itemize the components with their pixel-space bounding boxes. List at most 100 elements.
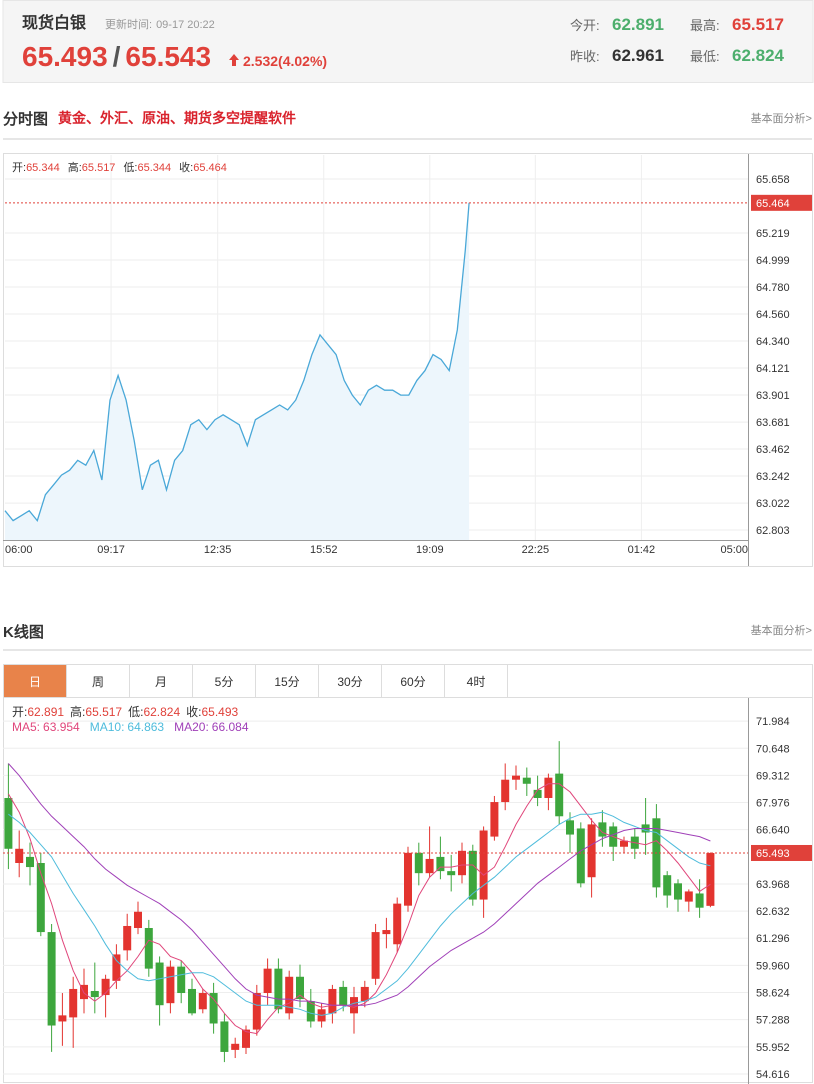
stat-value: 62.891 <box>612 15 664 34</box>
y-tick-label: 58.624 <box>756 988 790 1000</box>
price-area <box>5 202 470 541</box>
x-tick-label: 15:52 <box>310 544 338 556</box>
tab-label[interactable]: 5分 <box>215 675 234 689</box>
analysis-link[interactable]: 基本面分析> <box>751 111 812 125</box>
ohlc-value: 65.517 <box>85 705 122 719</box>
stat-value: 65.344 <box>26 162 60 174</box>
header-title: 现货白银 <box>22 13 87 32</box>
last-price-box <box>751 844 812 861</box>
candle-body <box>414 852 423 874</box>
candle-body <box>576 828 585 884</box>
tab[interactable] <box>3 664 67 698</box>
section-title: 分时图 <box>3 111 48 128</box>
stat-label: 高: <box>68 160 82 174</box>
y-tick-label: 62.803 <box>756 525 790 537</box>
candle-body <box>706 852 715 906</box>
candle-body <box>468 850 477 900</box>
candle-body <box>123 925 132 951</box>
y-tick-label: 65.658 <box>756 174 790 186</box>
tab-label[interactable]: 15分 <box>274 675 299 689</box>
ohlc-info: 开:62.891 高:65.517 低:62.824 收:65.493 <box>12 704 239 719</box>
legend-name: MA20: <box>174 720 209 734</box>
legend-value: 66.084 <box>212 720 249 734</box>
stat-label: 今开: <box>570 18 600 33</box>
analysis-link[interactable]: 基本面分析> <box>751 623 812 637</box>
y-tick-label: 63.681 <box>756 417 790 429</box>
candle-body <box>69 988 78 1018</box>
y-tick-label: 63.901 <box>756 390 790 402</box>
candle-body <box>134 911 142 929</box>
stat-value: 65.517 <box>732 15 784 34</box>
ohlc-label: 收: <box>186 705 201 719</box>
y-tick-label: 63.242 <box>756 471 790 483</box>
price-line: 65.493/65.543 <box>22 41 211 72</box>
y-tick-label: 71.984 <box>756 716 790 728</box>
stat-value: 65.344 <box>138 162 172 174</box>
candle-body <box>209 993 218 1024</box>
y-tick-label: 64.121 <box>756 363 790 375</box>
candle-body <box>479 830 488 900</box>
candle-body <box>695 893 704 908</box>
candle-body <box>684 891 693 902</box>
update-info: 更新时间: 09-17 20:22 <box>105 17 215 31</box>
tab-label[interactable]: 30分 <box>337 675 362 689</box>
candle-body <box>598 822 607 837</box>
update-label: 更新时间: <box>105 17 152 31</box>
last-price-box <box>751 194 812 211</box>
section-title: K线图 <box>3 623 44 641</box>
stat-label: 最高: <box>690 18 720 33</box>
candle-body <box>112 954 121 981</box>
candle-body <box>155 962 164 1006</box>
candle-body <box>177 966 186 994</box>
candle-body <box>15 848 24 864</box>
stat-value: 62.824 <box>732 46 785 65</box>
candle-body <box>663 875 672 896</box>
x-tick-label: 19:09 <box>416 544 444 556</box>
y-tick-label: 67.976 <box>756 798 790 810</box>
tab-label[interactable]: 60分 <box>400 675 425 689</box>
tab-label[interactable]: 月 <box>155 675 167 689</box>
tab[interactable] <box>381 664 445 698</box>
candle-body <box>544 777 553 798</box>
ohlc-label: 开: <box>12 705 27 719</box>
y-tick-label: 70.648 <box>756 743 790 755</box>
candle-body <box>252 993 261 1030</box>
up-arrow <box>229 54 239 66</box>
tab-label[interactable]: 4时 <box>467 675 486 689</box>
stat-label: 开: <box>12 162 26 174</box>
candle-body <box>306 1001 315 1022</box>
candle-body <box>274 968 283 1010</box>
candle-body <box>101 978 110 996</box>
tab-label[interactable]: 周 <box>92 675 104 689</box>
price: 65.493 <box>22 41 108 72</box>
legend-value: 64.863 <box>127 720 164 734</box>
tab-label[interactable]: 日 <box>29 675 41 689</box>
price-line <box>4 202 470 522</box>
y-tick-label: 63.968 <box>756 879 790 891</box>
candle-body <box>533 789 542 798</box>
candle-body <box>436 856 445 872</box>
ohlc-label: 低: <box>128 705 143 719</box>
stat-label: 最低: <box>690 49 720 64</box>
stat-value: 62.961 <box>612 46 664 65</box>
ma-line <box>8 763 711 1006</box>
last-price-label: 65.493 <box>756 848 790 860</box>
ohlc-value: 62.891 <box>27 705 64 719</box>
ohlc-value: 65.493 <box>201 705 238 719</box>
y-tick-label: 61.296 <box>756 933 790 945</box>
stat-value: 65.517 <box>82 162 116 174</box>
tab[interactable] <box>444 664 508 698</box>
header-box <box>2 0 814 83</box>
candle-body <box>674 883 682 900</box>
tab[interactable] <box>129 664 193 698</box>
candle-body <box>512 775 520 780</box>
candle-body <box>382 930 391 935</box>
tab[interactable] <box>318 664 382 698</box>
candle-body <box>490 802 499 837</box>
y-tick-label: 64.999 <box>756 255 790 267</box>
last-price-label: 65.464 <box>756 198 790 210</box>
candle-body <box>328 988 337 1014</box>
promo-link[interactable]: 黄金、外汇、原油、期货多空提醒软件 <box>58 110 296 126</box>
x-tick-label: 06:00 <box>5 544 33 556</box>
